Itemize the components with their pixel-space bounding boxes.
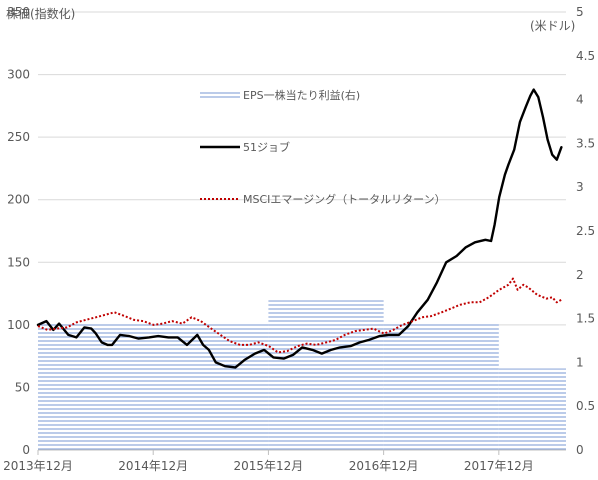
- legend-label-msci: MSCIエマージング（トータルリターン）: [243, 192, 446, 206]
- eps-bars: [38, 300, 566, 450]
- price-lines: [36, 88, 563, 369]
- eps-bar: [498, 368, 566, 450]
- left-tick-label: 250: [7, 130, 30, 144]
- right-tick-label: 2: [576, 268, 584, 282]
- right-tick-label: 3: [576, 180, 584, 194]
- left-tick-label: 300: [7, 68, 30, 82]
- right-tick-label: 3.5: [576, 136, 595, 150]
- legend: EPS一株当たり利益(右) 51ジョブ MSCIエマージング（トータルリターン）: [200, 88, 446, 206]
- right-tick-label: 0: [576, 443, 584, 457]
- right-tick-label: 4.5: [576, 49, 595, 63]
- x-tick-label: 2016年12月: [349, 459, 419, 473]
- legend-label-eps: EPS一株当たり利益(右): [243, 88, 360, 102]
- left-tick-label: 50: [15, 380, 30, 394]
- right-tick-label: 4: [576, 93, 584, 107]
- axes: 0 50 100 150 200 250 300 350 0 0.5 1 1.5 2 2.5 3 3.5 4 4.…: [3, 5, 595, 473]
- left-axis-title: 株価(指数化): [6, 6, 75, 21]
- x-tick-label: 2015年12月: [234, 459, 304, 473]
- eps-bar: [38, 322, 269, 450]
- x-tick-label: 2014年12月: [118, 459, 188, 473]
- x-tick-label: 2013年12月: [3, 459, 73, 473]
- series-line-51job: [36, 88, 563, 369]
- left-tick-label: 150: [7, 255, 30, 269]
- right-axis-title: (米ドル): [530, 19, 575, 33]
- right-tick-label: 1: [576, 355, 584, 369]
- left-tick-label: 0: [22, 443, 30, 457]
- right-tick-label: 2.5: [576, 224, 595, 238]
- legend-label-51job: 51ジョブ: [243, 140, 290, 154]
- right-tick-label: 5: [576, 5, 584, 19]
- eps-bar: [383, 322, 499, 450]
- series-line-msci: [37, 277, 562, 354]
- eps-bar: [268, 300, 384, 450]
- right-tick-label: 1.5: [576, 312, 595, 326]
- left-tick-label: 350: [7, 5, 30, 19]
- left-tick-label: 200: [7, 193, 30, 207]
- left-tick-label: 100: [7, 318, 30, 332]
- right-tick-label: 0.5: [576, 399, 595, 413]
- x-tick-label: 2017年12月: [464, 459, 534, 473]
- legend-swatch-eps: [200, 90, 240, 100]
